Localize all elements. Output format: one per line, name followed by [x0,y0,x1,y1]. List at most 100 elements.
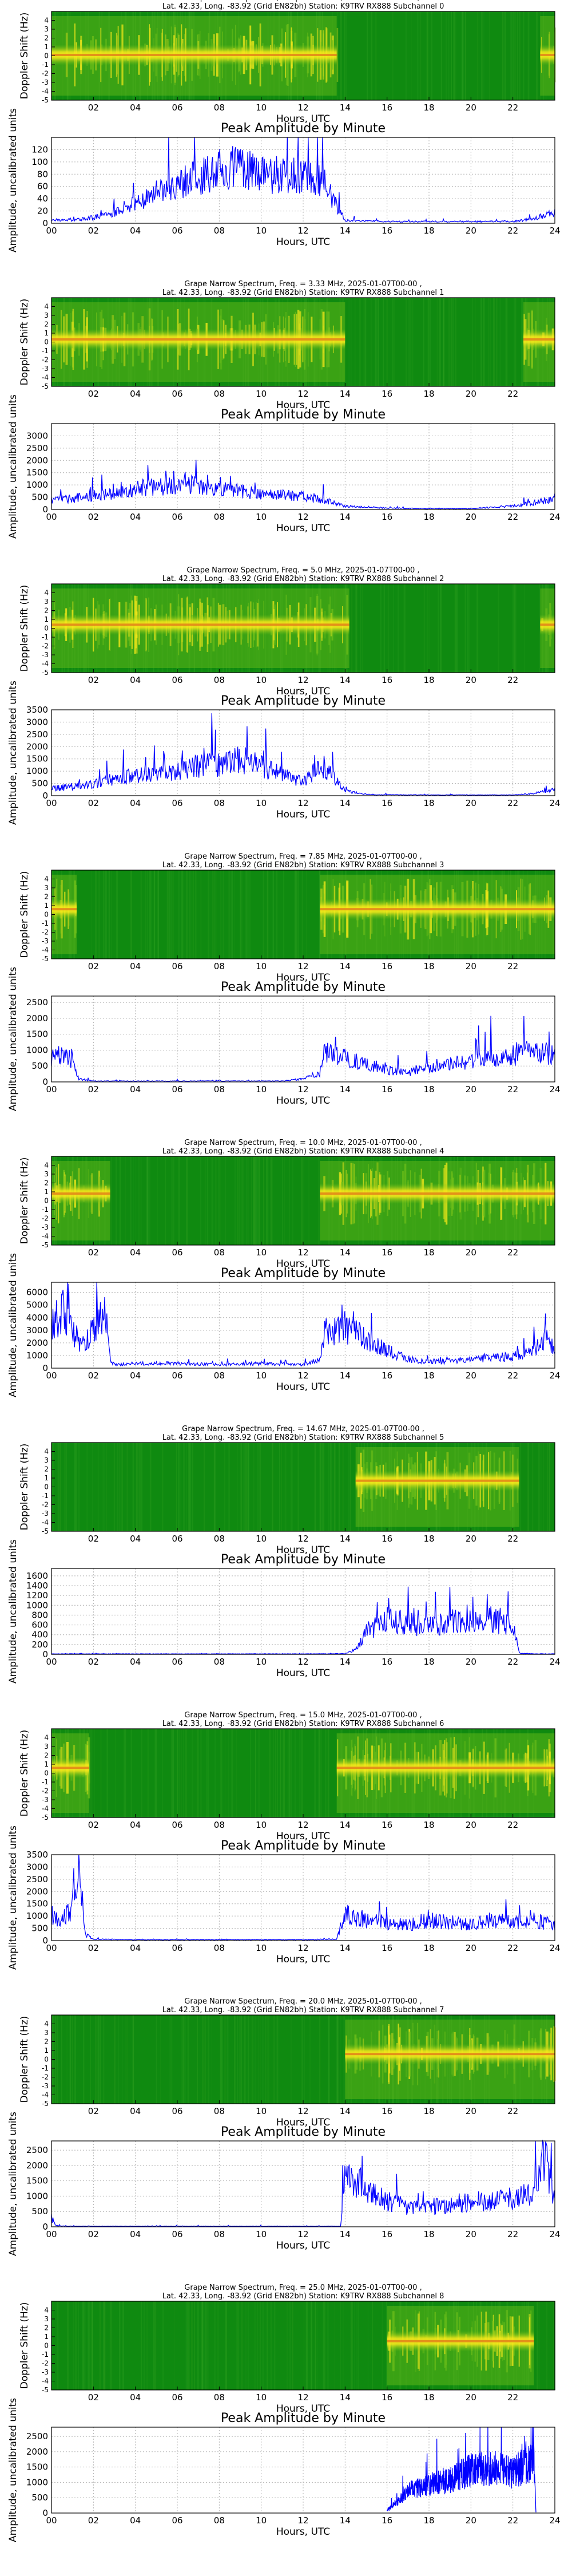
x-tick-label: 14 [340,961,351,971]
spectrum-texture [83,2015,85,2104]
spectrum-texture [239,1156,241,1245]
spectrum-texture [92,2301,93,2390]
spectrum-texture [431,11,432,100]
spectrum-texture [237,2301,239,2390]
spectrum-texture [317,1156,320,1245]
y-tick-label: 1 [44,43,49,51]
x-tick-label: 20 [466,2106,476,2116]
carrier-peak-line [320,908,555,911]
x-tick-label: 14 [340,2515,351,2526]
spectrum-texture [510,11,512,100]
x-tick-label: 12 [297,1084,308,1095]
y-tick-label: 0 [42,504,48,515]
x-tick-label: 22 [507,1084,518,1095]
spectrum-texture [197,2301,199,2390]
spectrum-texture [249,870,251,959]
spectrum-texture [331,1443,332,1531]
spectrum-texture [291,2301,293,2390]
x-tick-label: 08 [214,675,225,685]
y-tick-label: 0 [44,2056,49,2064]
x-tick-label: 04 [130,2515,141,2526]
spectrum-texture [360,584,362,673]
spectrum-texture [225,2301,228,2390]
spectrum-texture [253,1156,255,1245]
spectrum-texture [411,11,412,100]
spectrum-texture [320,1443,322,1531]
y-tick-label: -4 [42,946,49,954]
spectrum-texture [455,584,457,673]
spectrum-texture [512,11,514,100]
spectrum-texture [154,2301,157,2390]
x-tick-label: 16 [382,675,392,685]
spectrum-texture [451,11,452,100]
spectrum-texture [253,1156,255,1245]
x-tick-label: 10 [256,2515,267,2526]
spectrum-texture [98,870,100,959]
spectrum-texture [178,1156,180,1245]
spectrum-subtitle: Lat. 42.33, Long. -83.92 (Grid EN82bh) S… [162,2,444,11]
y-tick-label: 0 [44,625,49,633]
x-tick-label: 20 [466,1247,476,1258]
spectrum-texture [245,2301,247,2390]
spectrum-texture [527,11,529,100]
spectrum-texture [376,298,378,386]
y-tick-label: 500 [31,1923,48,1934]
y-tick-label: 120 [31,144,48,155]
spectrum-texture [483,11,484,100]
x-tick-label: 04 [130,1820,141,1830]
spectrum-texture [443,298,444,386]
x-tick-label: 06 [172,2515,182,2526]
spectrum-texture [224,1443,225,1531]
spectrum-texture [440,11,442,100]
spectrum-texture [186,1156,188,1245]
spectrum-texture [314,1729,316,1818]
spectrum-texture [513,298,515,386]
spectrum-texture [204,1156,206,1245]
spectrum-texture [140,1156,142,1245]
spectrum-texture [283,870,284,959]
y-tick-label: 0 [44,1483,49,1491]
x-axis-label: Hours, UTC [276,2240,330,2251]
y-tick-label: 0 [44,338,49,346]
y-tick-label: 1 [44,615,49,623]
y-tick-label: 2000 [26,1886,48,1897]
spectrum-texture [519,11,521,100]
spectrum-texture [115,1156,117,1245]
spectrum-texture [130,870,132,959]
spectrum-texture [315,1443,316,1531]
y-tick-label: 4 [44,1448,49,1456]
spectrum-texture [126,1443,128,1531]
spectrum-texture [295,870,297,959]
y-tick-label: 2000 [26,1338,48,1348]
spectrum-texture [110,1156,112,1245]
spectrum-texture [157,870,159,959]
spectrum-texture [133,2015,134,2104]
spectrum-texture [192,870,194,959]
spectrum-texture [404,584,406,673]
spectrum-texture [241,2301,243,2390]
spectrum-texture [65,1443,67,1531]
x-tick-label: 04 [130,512,141,522]
spectrum-texture [200,1729,202,1818]
y-tick-label: 2 [44,2038,49,2046]
spectrum-texture [498,584,499,673]
spectrum-texture [364,298,366,386]
x-tick-label: 22 [507,961,518,971]
carrier-peak-line [336,1767,555,1769]
spectrum-texture [73,2301,74,2390]
spectrum-texture [363,298,365,386]
spectrum-texture [549,1443,551,1531]
spectrum-texture [351,2301,353,2390]
amplitude-chart-7: Peak Amplitude by Minute 00 02 04 06 08 10 12 14… [7,967,561,1111]
spectrum-texture [126,2015,128,2104]
spectrum-texture [138,1443,140,1531]
x-tick-label: 10 [256,798,267,808]
spectrum-texture [324,2301,325,2390]
x-tick-label: 06 [172,1084,182,1095]
spectrum-texture [217,2301,219,2390]
x-tick-label: 04 [130,102,141,113]
spectrum-texture [198,1729,199,1818]
x-tick-label: 24 [549,1370,560,1381]
spectrum-texture [338,2015,340,2104]
y-tick-label: 0 [42,1649,48,1660]
